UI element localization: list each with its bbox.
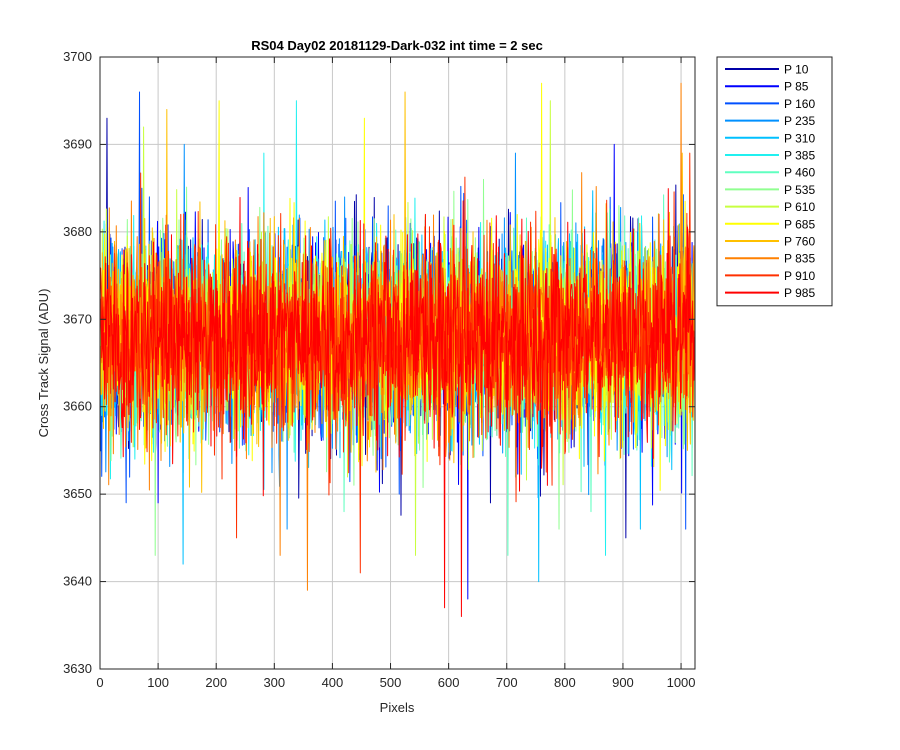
x-tick-label: 900	[612, 675, 634, 690]
legend-label: P 610	[784, 200, 815, 214]
x-axis-label: Pixels	[380, 700, 415, 715]
legend-box	[716, 56, 833, 307]
legend-label: P 460	[784, 166, 815, 180]
legend-label: P 85	[784, 80, 809, 94]
x-tick-label: 400	[322, 675, 344, 690]
y-tick-label: 3690	[63, 136, 92, 151]
legend-entry: P 610	[725, 200, 815, 214]
chart-title: RS04 Day02 20181129-Dark-032 int time = …	[251, 38, 543, 53]
legend-entry: P 535	[725, 183, 815, 197]
x-tick-label: 500	[380, 675, 402, 690]
legend-entry: P 10	[725, 63, 809, 77]
legend-entry: P 760	[725, 235, 815, 249]
y-tick-label: 3680	[63, 224, 92, 239]
y-axis-label: Cross Track Signal (ADU)	[36, 289, 51, 438]
legend-entry: P 235	[725, 114, 815, 128]
x-tick-label: 700	[496, 675, 518, 690]
x-tick-label: 0	[96, 675, 103, 690]
legend-label: P 685	[784, 217, 815, 231]
x-tick-label: 800	[554, 675, 576, 690]
legend-label: P 310	[784, 131, 815, 145]
legend-label: P 160	[784, 97, 815, 111]
series-line-p-985	[99, 188, 696, 618]
x-tick-label: 100	[147, 675, 169, 690]
legend-entry: P 910	[725, 269, 815, 283]
legend-entry: P 685	[725, 217, 815, 231]
legend-label: P 535	[784, 183, 815, 197]
y-tick-label: 3650	[63, 486, 92, 501]
y-tick-label: 3660	[63, 399, 92, 414]
y-tick-label: 3630	[63, 661, 92, 676]
y-tick-label: 3700	[63, 49, 92, 64]
legend-label: P 10	[784, 63, 809, 77]
legend-entry: P 835	[725, 252, 815, 266]
x-tick-label: 200	[205, 675, 227, 690]
plot-area	[99, 82, 696, 618]
legend-label: P 235	[784, 114, 815, 128]
legend-entry: P 85	[725, 80, 809, 94]
legend-label: P 835	[784, 252, 815, 266]
legend-entry: P 460	[725, 166, 815, 180]
x-tick-label: 600	[438, 675, 460, 690]
legend-label: P 760	[784, 235, 815, 249]
legend-entry: P 985	[725, 286, 815, 300]
y-tick-label: 3670	[63, 311, 92, 326]
x-tick-label: 1000	[667, 675, 696, 690]
axes-box	[99, 56, 696, 670]
legend-label: P 385	[784, 149, 815, 163]
legend-entry: P 385	[725, 149, 815, 163]
legend-entry: P 310	[725, 131, 815, 145]
ticks: 0 100 200 300 400 500 600 700 800 900 1000 3630 3640…	[63, 49, 695, 690]
x-tick-label: 300	[263, 675, 285, 690]
legend-entry: P 160	[725, 97, 815, 111]
y-tick-label: 3640	[63, 574, 92, 589]
legend-label: P 985	[784, 286, 815, 300]
axes: 0 100 200 300 400 500 600 700 800 900 1000 3630 3640…	[63, 49, 695, 690]
legend: P 10 P 85 P 160 P 235 P 310 P 385 P 460 P 535 P …	[716, 56, 833, 307]
legend-label: P 910	[784, 269, 815, 283]
